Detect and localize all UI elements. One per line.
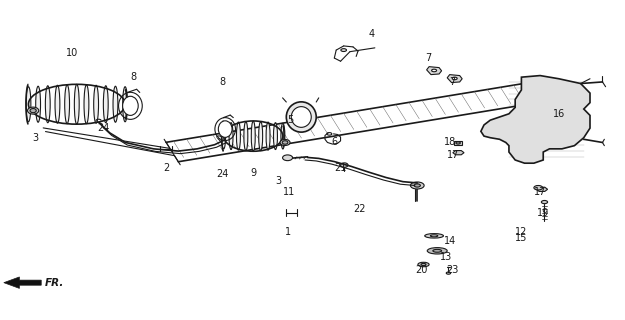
Ellipse shape xyxy=(65,85,69,124)
Text: 5: 5 xyxy=(288,115,294,125)
Ellipse shape xyxy=(46,86,50,123)
Text: 18: 18 xyxy=(444,138,456,148)
Ellipse shape xyxy=(286,102,316,132)
Text: 21: 21 xyxy=(334,163,347,173)
Text: 17: 17 xyxy=(534,187,546,197)
Ellipse shape xyxy=(414,184,421,187)
Text: 14: 14 xyxy=(444,236,456,246)
Text: 8: 8 xyxy=(219,77,225,87)
Ellipse shape xyxy=(122,96,138,116)
Ellipse shape xyxy=(26,87,31,122)
Text: 10: 10 xyxy=(66,48,79,58)
Ellipse shape xyxy=(94,85,99,123)
Text: 19: 19 xyxy=(537,208,549,218)
Text: 24: 24 xyxy=(98,123,110,133)
Ellipse shape xyxy=(446,272,451,274)
Polygon shape xyxy=(481,76,590,163)
Ellipse shape xyxy=(282,155,292,161)
Ellipse shape xyxy=(55,85,60,123)
Ellipse shape xyxy=(432,69,437,72)
Text: 7: 7 xyxy=(425,53,431,63)
Ellipse shape xyxy=(341,163,348,167)
Ellipse shape xyxy=(122,87,127,122)
Ellipse shape xyxy=(341,49,346,52)
Ellipse shape xyxy=(291,107,311,127)
Polygon shape xyxy=(452,151,464,155)
Ellipse shape xyxy=(281,123,285,149)
Ellipse shape xyxy=(452,77,457,80)
Ellipse shape xyxy=(456,142,460,144)
Ellipse shape xyxy=(411,182,424,189)
Text: 11: 11 xyxy=(283,187,296,197)
Text: 6: 6 xyxy=(331,138,338,148)
Ellipse shape xyxy=(103,86,108,123)
Ellipse shape xyxy=(244,122,248,151)
Text: 24: 24 xyxy=(216,169,228,179)
Ellipse shape xyxy=(274,123,278,149)
Ellipse shape xyxy=(113,86,118,122)
Text: 20: 20 xyxy=(416,265,428,275)
Polygon shape xyxy=(536,187,548,191)
Text: 12: 12 xyxy=(515,227,528,237)
Polygon shape xyxy=(427,67,442,75)
Text: 15: 15 xyxy=(515,233,528,243)
Ellipse shape xyxy=(28,107,39,114)
Ellipse shape xyxy=(236,122,241,150)
Polygon shape xyxy=(454,141,462,145)
Text: 3: 3 xyxy=(32,133,38,143)
Ellipse shape xyxy=(218,121,232,137)
Ellipse shape xyxy=(433,249,442,252)
Polygon shape xyxy=(448,75,462,83)
Ellipse shape xyxy=(251,121,255,151)
Ellipse shape xyxy=(84,85,89,124)
Text: 7: 7 xyxy=(450,77,456,87)
Ellipse shape xyxy=(428,248,448,254)
Ellipse shape xyxy=(541,200,548,204)
Text: 9: 9 xyxy=(250,168,256,178)
Ellipse shape xyxy=(30,108,36,113)
Ellipse shape xyxy=(327,132,332,135)
Ellipse shape xyxy=(282,141,288,144)
Ellipse shape xyxy=(534,186,542,190)
Ellipse shape xyxy=(222,123,226,149)
Ellipse shape xyxy=(74,84,79,124)
Ellipse shape xyxy=(229,123,233,149)
Ellipse shape xyxy=(266,122,270,150)
Ellipse shape xyxy=(36,86,41,122)
Ellipse shape xyxy=(418,262,429,267)
Ellipse shape xyxy=(259,122,262,151)
Text: 13: 13 xyxy=(441,252,452,262)
Text: 8: 8 xyxy=(131,72,137,82)
Text: 16: 16 xyxy=(552,109,565,119)
Text: 22: 22 xyxy=(353,204,366,214)
Text: 1: 1 xyxy=(284,227,291,237)
Text: FR.: FR. xyxy=(44,278,64,288)
Text: 4: 4 xyxy=(369,29,375,39)
Text: 23: 23 xyxy=(447,265,459,275)
Polygon shape xyxy=(4,277,41,288)
Ellipse shape xyxy=(421,263,426,266)
Ellipse shape xyxy=(425,234,444,238)
Ellipse shape xyxy=(431,235,438,237)
Text: 2: 2 xyxy=(163,163,169,173)
Text: 3: 3 xyxy=(275,176,281,186)
Text: 17: 17 xyxy=(447,150,459,160)
Ellipse shape xyxy=(280,140,290,146)
